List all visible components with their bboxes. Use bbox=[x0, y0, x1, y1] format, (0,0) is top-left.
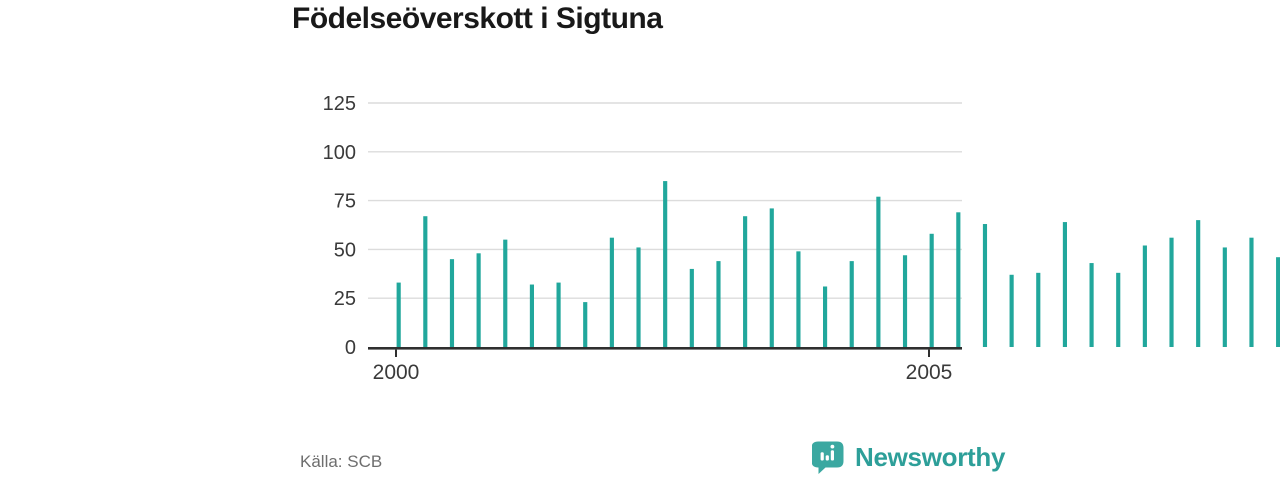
bar bbox=[1142, 245, 1147, 347]
bar bbox=[1062, 222, 1067, 347]
chart-title: Födelseöverskott i Sigtuna bbox=[292, 2, 663, 35]
bar bbox=[716, 261, 721, 347]
bar bbox=[956, 212, 961, 347]
bar bbox=[849, 261, 854, 347]
bar bbox=[636, 247, 641, 347]
bar bbox=[476, 253, 481, 347]
bar bbox=[769, 208, 774, 347]
bar bbox=[503, 239, 508, 347]
bar bbox=[796, 251, 801, 347]
bar bbox=[1196, 220, 1201, 347]
bar bbox=[823, 286, 828, 347]
bar bbox=[1276, 257, 1280, 347]
bar bbox=[1222, 247, 1227, 347]
bar bbox=[663, 181, 668, 347]
bar bbox=[929, 233, 934, 347]
bar bbox=[689, 268, 694, 347]
y-tick-label: 100 bbox=[323, 142, 356, 164]
y-tick-label: 125 bbox=[323, 93, 356, 115]
bar bbox=[556, 282, 561, 347]
bar bbox=[902, 255, 908, 347]
bar bbox=[1249, 237, 1254, 347]
bar bbox=[529, 284, 534, 347]
source-label: Källa: SCB bbox=[300, 452, 383, 471]
newsworthy-logo: Newsworthy bbox=[811, 440, 1006, 474]
bar bbox=[423, 216, 428, 347]
newsworthy-wordmark: Newsworthy bbox=[855, 441, 1006, 472]
newsworthy-icon bbox=[811, 440, 845, 474]
x-axis-line bbox=[368, 347, 962, 350]
bar bbox=[449, 259, 455, 347]
y-tick-label: 75 bbox=[334, 191, 356, 213]
y-tick-label: 0 bbox=[345, 337, 356, 359]
bar bbox=[1169, 237, 1174, 347]
bar bbox=[583, 302, 588, 347]
bar bbox=[1036, 272, 1041, 347]
bar bbox=[1009, 274, 1014, 347]
x-tick-label: 2000 bbox=[373, 361, 420, 384]
x-tick-label: 2005 bbox=[906, 361, 953, 384]
bar bbox=[609, 237, 614, 347]
bar bbox=[1116, 272, 1121, 347]
bar bbox=[1089, 263, 1094, 347]
bar bbox=[982, 224, 988, 347]
bar bbox=[396, 282, 401, 347]
y-tick-label: 50 bbox=[334, 239, 356, 261]
y-tick-label: 25 bbox=[334, 288, 356, 310]
bar bbox=[743, 216, 748, 347]
bar bbox=[876, 196, 881, 347]
